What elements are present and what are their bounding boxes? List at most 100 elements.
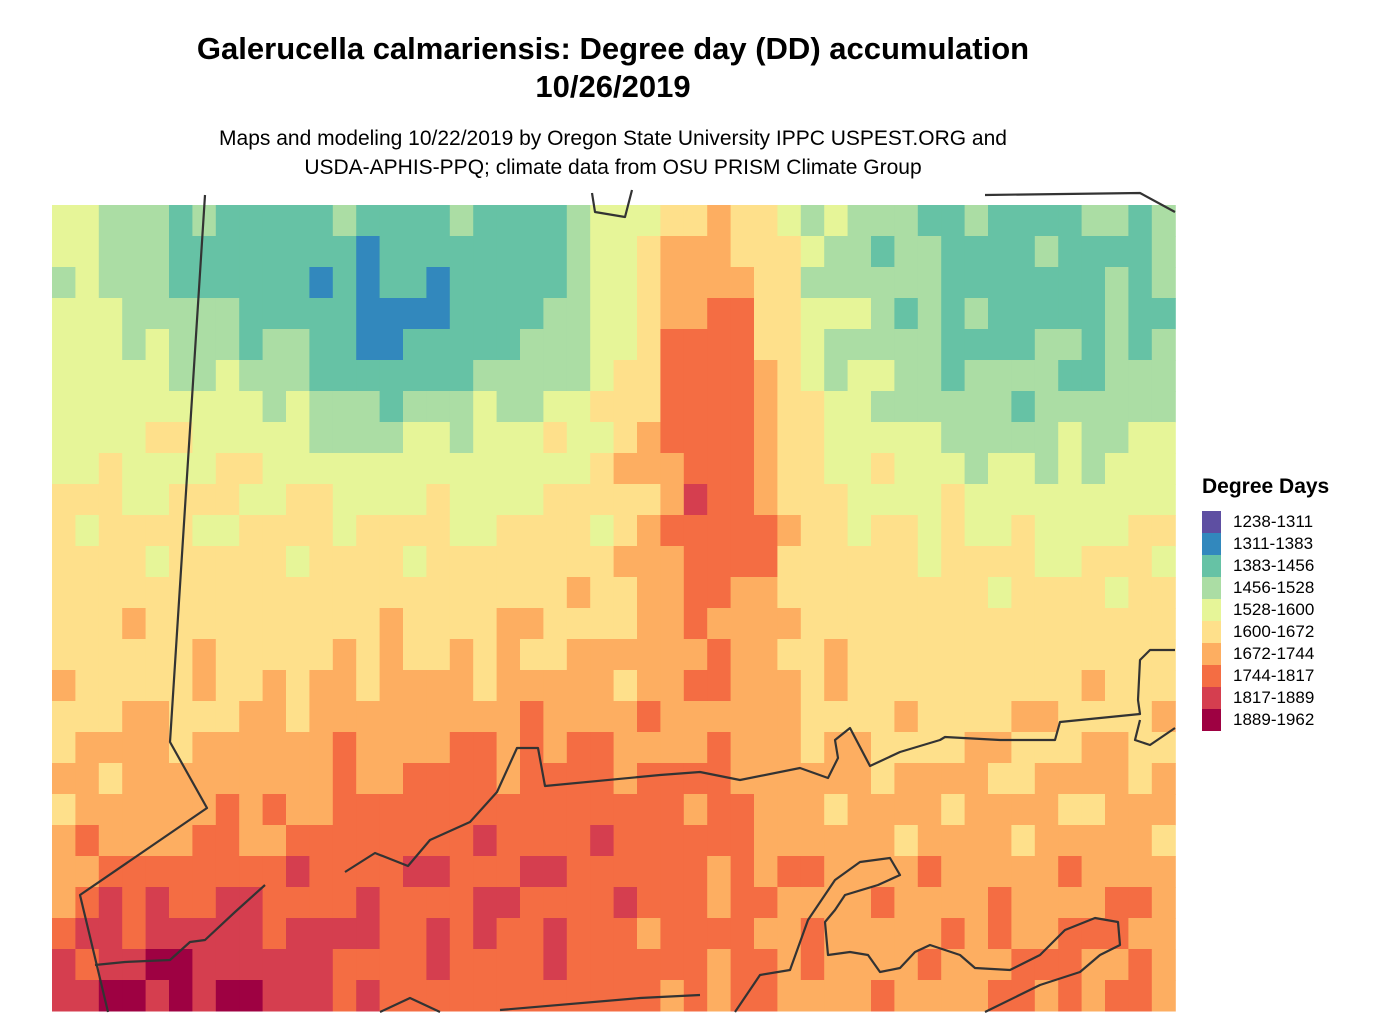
raster-cell [379, 515, 404, 547]
raster-cell [1151, 732, 1176, 764]
raster-cell [215, 546, 240, 578]
raster-cell [660, 205, 685, 237]
raster-cell [496, 329, 521, 361]
raster-cell [871, 825, 895, 857]
raster-cell [730, 422, 755, 454]
raster-cell [449, 918, 474, 950]
raster-cell [1058, 980, 1083, 1012]
legend-label: 1744-1817 [1233, 666, 1315, 685]
raster-cell [683, 546, 708, 578]
raster-cell [800, 267, 825, 299]
raster-cell [871, 980, 895, 1012]
raster-cell [707, 515, 732, 547]
raster-cell [403, 608, 427, 640]
raster-cell [1105, 918, 1129, 950]
legend-item: 1744-1817 [1202, 665, 1329, 687]
raster-cell [988, 236, 1012, 268]
raster-cell [239, 980, 264, 1012]
raster-cell [52, 577, 76, 609]
raster-cell [941, 763, 966, 795]
raster-cell [754, 980, 778, 1012]
raster-cell [707, 484, 732, 516]
raster-cell [309, 546, 334, 578]
raster-cell [356, 639, 381, 671]
raster-cell [777, 980, 802, 1012]
raster-cell [777, 887, 802, 919]
raster-cell [824, 298, 849, 330]
raster-cell [613, 577, 638, 609]
raster-cell [286, 453, 310, 485]
raster-cell [262, 825, 287, 857]
raster-cell [1058, 236, 1083, 268]
raster-cell [754, 887, 778, 919]
raster-cell [637, 639, 661, 671]
raster-cell [1128, 453, 1153, 485]
raster-cell [871, 360, 895, 392]
raster-cell [356, 763, 381, 795]
raster-cell [496, 856, 521, 888]
raster-cell [1081, 794, 1106, 826]
raster-cell [917, 577, 942, 609]
raster-cell [1011, 949, 1036, 981]
raster-cell [1058, 608, 1083, 640]
raster-cell [52, 329, 76, 361]
raster-cell [473, 484, 498, 516]
raster-cell [1128, 980, 1153, 1012]
raster-cell [449, 670, 474, 702]
raster-cell [613, 887, 638, 919]
raster-cell [496, 515, 521, 547]
raster-cell [964, 422, 989, 454]
raster-cell [660, 360, 685, 392]
raster-cell [169, 856, 193, 888]
raster-cell [1105, 267, 1129, 299]
raster-cell [543, 515, 568, 547]
raster-cell [145, 329, 170, 361]
raster-cell [122, 515, 147, 547]
raster-cell [98, 484, 123, 516]
raster-cell [309, 701, 334, 733]
raster-cell [1034, 825, 1059, 857]
raster-cell [1151, 484, 1176, 516]
raster-cell [894, 546, 919, 578]
raster-cell [309, 205, 334, 237]
raster-cell [871, 701, 895, 733]
raster-cell [754, 484, 778, 516]
raster-cell [192, 391, 217, 423]
raster-cell [332, 329, 357, 361]
legend-label: 1672-1744 [1233, 644, 1315, 663]
raster-cell [988, 670, 1012, 702]
raster-cell [496, 298, 521, 330]
raster-cell [1058, 701, 1083, 733]
raster-cell [75, 422, 100, 454]
raster-cell [917, 422, 942, 454]
raster-cell [964, 732, 989, 764]
raster-cell [824, 577, 849, 609]
raster-cell [1058, 205, 1083, 237]
raster-cell [520, 298, 544, 330]
raster-cell [286, 484, 310, 516]
raster-cell [520, 639, 544, 671]
raster-cell [754, 329, 778, 361]
raster-cell [239, 484, 264, 516]
raster-cell [917, 639, 942, 671]
raster-cell [637, 329, 661, 361]
raster-cell [941, 639, 966, 671]
raster-cell [262, 577, 287, 609]
raster-cell [239, 298, 264, 330]
raster-cell [707, 918, 732, 950]
raster-cell [1011, 608, 1036, 640]
raster-cell [566, 701, 591, 733]
raster-cell [122, 577, 147, 609]
raster-cell [1081, 391, 1106, 423]
legend-swatch [1202, 599, 1221, 621]
raster-cell [426, 453, 451, 485]
raster-cell [543, 577, 568, 609]
raster-cell [777, 298, 802, 330]
raster-cell [988, 949, 1012, 981]
legend-title: Degree Days [1202, 475, 1330, 498]
raster-cell [356, 949, 381, 981]
legend-item: 1528-1600 [1202, 599, 1329, 621]
raster-cell [332, 205, 357, 237]
raster-cell [403, 546, 427, 578]
raster-cell [356, 577, 381, 609]
